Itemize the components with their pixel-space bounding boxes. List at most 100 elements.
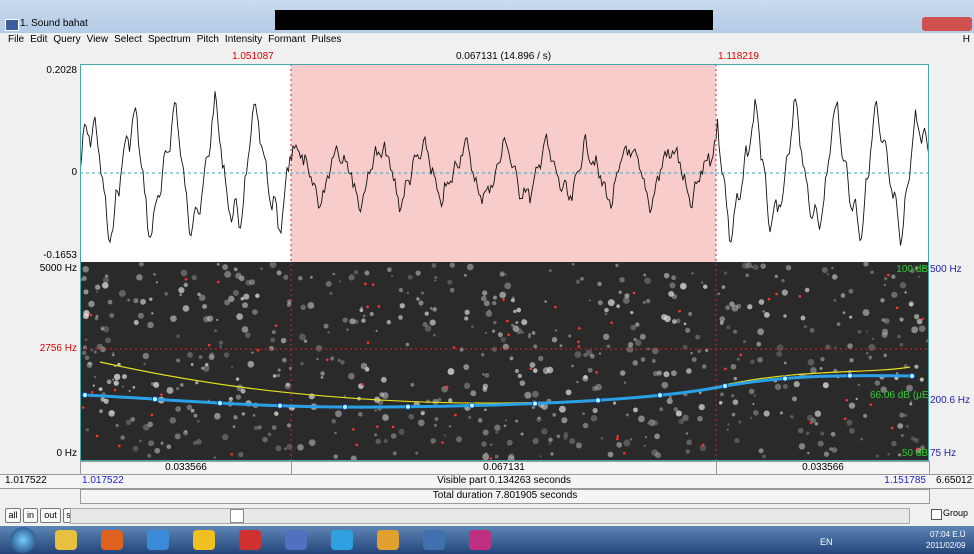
speckle [899, 282, 907, 289]
speckle [883, 318, 890, 324]
speckle [782, 384, 788, 390]
total-duration[interactable]: Total duration 7.801905 seconds [80, 489, 930, 504]
zoom-button[interactable]: in [23, 508, 38, 523]
speckle [138, 261, 144, 267]
menu-help[interactable]: H [962, 34, 970, 45]
taskbar-app[interactable] [239, 530, 261, 550]
speckle [269, 261, 277, 269]
speckle [216, 318, 219, 321]
time-right[interactable]: 0.033566 [716, 461, 930, 475]
formant-dot [887, 273, 890, 277]
speckle [831, 267, 834, 270]
taskbar-app[interactable] [423, 530, 445, 550]
menu-item[interactable]: Formant [268, 34, 306, 45]
scrollbar[interactable] [70, 508, 910, 524]
speckle [723, 271, 728, 275]
scroll-thumb[interactable] [230, 509, 244, 523]
speckle [447, 279, 453, 285]
menu-item[interactable]: Edit [30, 34, 48, 45]
speckle [270, 337, 276, 343]
speckle [891, 291, 898, 298]
menu-item[interactable]: View [86, 34, 109, 45]
speckle [88, 361, 92, 366]
speckle [143, 362, 146, 366]
speckle [531, 331, 536, 335]
formant-dot [118, 444, 121, 448]
speckle [732, 329, 738, 334]
speckle [652, 420, 659, 426]
speckle [817, 440, 824, 447]
selection-duration: 0.067131 (14.896 / s) [455, 51, 552, 62]
speckle [686, 439, 693, 446]
menu-item[interactable]: Pitch [196, 34, 219, 45]
speckle [84, 355, 90, 361]
clock-time[interactable]: 07:04 E.Ü [930, 530, 966, 539]
speckle [325, 280, 332, 287]
speckle [240, 388, 246, 394]
pitch-point [595, 397, 601, 404]
speckle [819, 367, 823, 370]
speckle [133, 298, 139, 304]
speckle [628, 342, 634, 348]
speckle [727, 423, 730, 426]
speckle [471, 325, 474, 328]
window-controls[interactable] [922, 17, 972, 31]
speckle [502, 343, 510, 350]
speckle [587, 367, 593, 373]
speckle [618, 290, 622, 294]
taskbar-app[interactable] [147, 530, 169, 550]
speckle [88, 300, 95, 308]
intensity-top: 100 dB [896, 264, 928, 275]
speckle [849, 427, 855, 434]
formant-dot [441, 441, 444, 444]
taskbar-app[interactable] [55, 530, 77, 550]
speckle [343, 395, 346, 398]
speckle [353, 319, 359, 324]
speckle [459, 347, 464, 352]
taskbar-app[interactable] [377, 530, 399, 550]
freq-bottom: 0 Hz [56, 448, 77, 459]
group-checkbox[interactable] [931, 509, 942, 520]
time-selection[interactable]: 0.067131 [291, 461, 717, 475]
speckle [603, 333, 610, 340]
menu-item[interactable]: File [8, 34, 25, 45]
speckle [700, 281, 704, 284]
zoom-button[interactable]: all [5, 508, 21, 523]
speckle [470, 390, 477, 397]
speckle [691, 272, 694, 275]
speckle [615, 263, 619, 267]
formant-dot [352, 428, 355, 431]
speckle [783, 361, 787, 365]
speckle [271, 425, 277, 430]
speckle [820, 356, 825, 362]
language[interactable]: EN [820, 537, 833, 547]
menu-item[interactable]: Select [114, 34, 142, 45]
menu-item[interactable]: Pulses [311, 34, 342, 45]
speckle [917, 275, 920, 278]
speckle [516, 328, 523, 335]
taskbar-app[interactable] [193, 530, 215, 550]
taskbar-app[interactable] [285, 530, 307, 550]
start-button[interactable] [10, 527, 36, 553]
taskbar-app[interactable] [331, 530, 353, 550]
menu-item[interactable]: Intensity [224, 34, 263, 45]
speckle [303, 339, 308, 343]
visible-bar[interactable] [0, 474, 974, 489]
speckle [582, 422, 589, 429]
speckle [809, 327, 815, 333]
time-left[interactable]: 0.033566 [80, 461, 292, 475]
speckle [656, 370, 662, 376]
taskbar-app[interactable] [469, 530, 491, 550]
taskbar-app[interactable] [101, 530, 123, 550]
speckle [500, 337, 506, 343]
menu-item[interactable]: Spectrum [147, 34, 191, 45]
clock-date[interactable]: 2011/02/09 [926, 541, 966, 550]
speckle [464, 316, 469, 321]
speckle [137, 312, 144, 319]
menu-item[interactable]: Query [53, 34, 81, 45]
pitch-point [405, 403, 411, 410]
speckle [914, 364, 919, 369]
speckle [863, 261, 869, 267]
speckle [174, 433, 181, 440]
zoom-button[interactable]: out [40, 508, 61, 523]
